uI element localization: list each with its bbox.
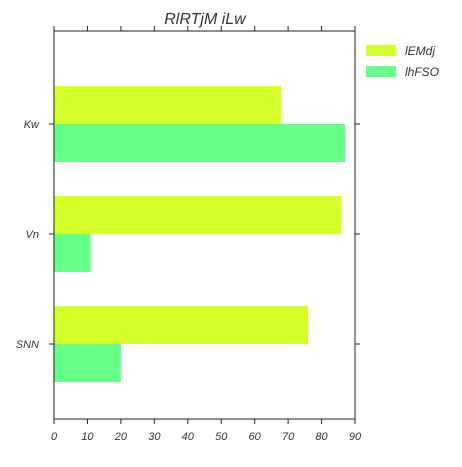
legend-label-lemdj: lEMdj — [405, 44, 435, 58]
bar-lhfso-vn — [54, 234, 91, 272]
x-axis: 0 10 20 30 40 50 60 70 80 90 — [51, 26, 362, 443]
x-tick-label: 50 — [215, 431, 228, 443]
x-tick-label: 80 — [315, 431, 328, 443]
plot-frame — [53, 30, 356, 420]
x-tick-label: 90 — [349, 431, 362, 443]
bar-lhfso-kw — [54, 124, 345, 162]
x-tick-label: 30 — [148, 431, 161, 443]
legend-swatch-lemdj — [366, 45, 396, 56]
y-tick-label-snn: SNN — [16, 339, 39, 351]
legend-label-lhfso: lhFSO — [405, 65, 439, 79]
bar-lemdj-snn — [54, 306, 309, 344]
bar-lemdj-vn — [54, 196, 342, 234]
legend: lEMdj lhFSO — [366, 44, 439, 79]
x-tick-label: 20 — [114, 431, 128, 443]
bar-lemdj-kw — [54, 86, 282, 124]
bars-layer — [54, 86, 345, 382]
x-tick-label: 0 — [51, 431, 58, 443]
x-tick-label: 10 — [81, 431, 94, 443]
bar-lhfso-snn — [54, 344, 121, 382]
x-tick-label: 70 — [282, 431, 295, 443]
legend-swatch-lhfso — [366, 66, 396, 77]
x-tick-label: 60 — [249, 431, 262, 443]
y-tick-label-vn: Vn — [26, 229, 39, 241]
y-axis: Kw Vn SNN — [16, 119, 360, 351]
chart-title: RlRTjM iLw — [164, 11, 247, 28]
y-tick-label-kw: Kw — [24, 119, 40, 131]
x-tick-label: 40 — [182, 431, 195, 443]
